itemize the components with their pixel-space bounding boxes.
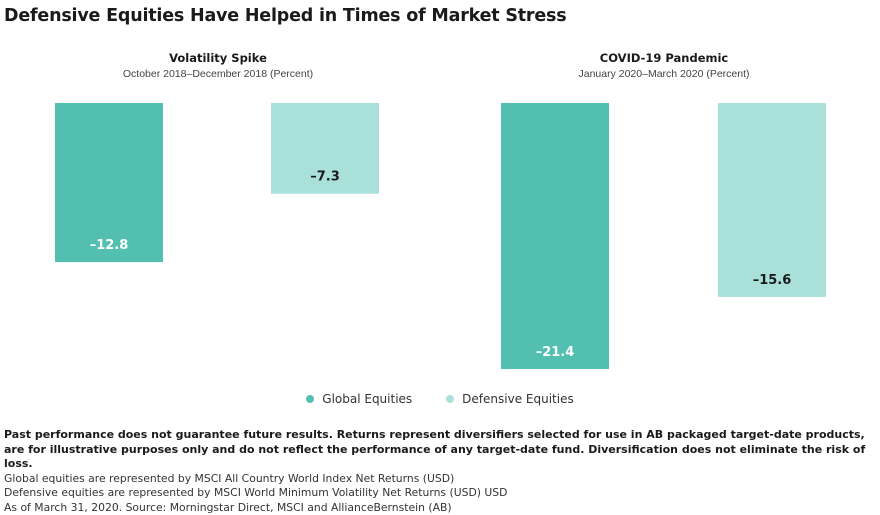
bar-covid-global	[501, 103, 609, 369]
bar-value-label: –12.8	[90, 238, 129, 253]
legend-item-defensive: Defensive Equities	[446, 391, 574, 407]
bar-value-label: –7.3	[310, 170, 340, 185]
defensive-equities-definition: Defensive equities are represented by MS…	[4, 486, 874, 501]
global-equities-definition: Global equities are represented by MSCI …	[4, 472, 874, 487]
bar-value-label: –21.4	[536, 345, 575, 360]
footnotes: Past performance does not guarantee futu…	[4, 428, 874, 515]
bar-covid-defensive	[718, 103, 826, 297]
source-note: As of March 31, 2020. Source: Morningsta…	[4, 501, 874, 515]
bar-value-label: –15.6	[753, 273, 792, 288]
legend-swatch-global	[306, 395, 314, 403]
legend-label: Defensive Equities	[462, 392, 574, 406]
disclaimer-text: Past performance does not guarantee futu…	[4, 428, 874, 472]
legend-swatch-defensive	[446, 395, 454, 403]
legend-label: Global Equities	[322, 392, 412, 406]
bar-chart: –12.8 –7.3 –21.4 –15.6	[0, 0, 880, 380]
legend-item-global: Global Equities	[306, 391, 412, 407]
legend: Global Equities Defensive Equities	[0, 391, 880, 407]
